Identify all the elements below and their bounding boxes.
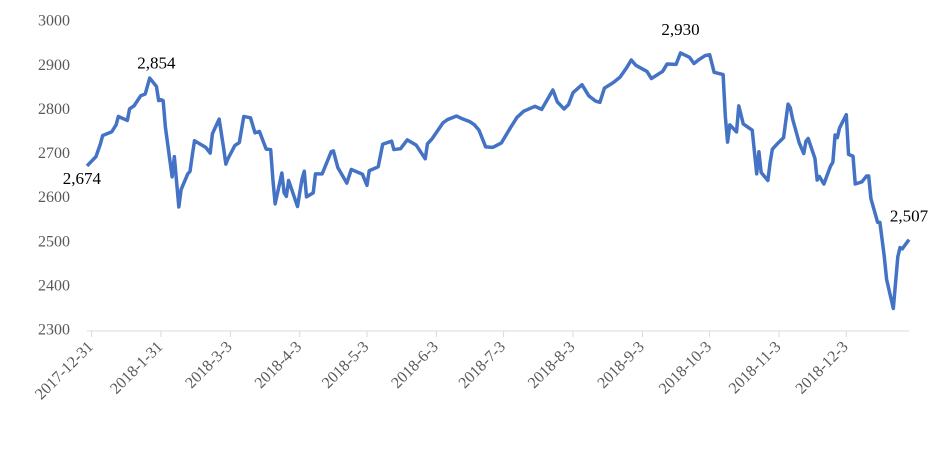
y-tick-label: 2300 (38, 322, 70, 339)
x-tick-label: 2018-4-3 (252, 338, 305, 391)
line (85, 51, 911, 311)
y-tick-label: 2700 (38, 145, 70, 162)
y-tick-label: 3000 (38, 13, 70, 30)
y-tick-label: 2800 (38, 101, 70, 118)
x-tick-label: 2018-6-3 (388, 338, 441, 391)
x-tick-label: 2018-8-3 (525, 338, 578, 391)
x-tick-label: 2018-11-3 (726, 338, 785, 397)
data-label: 2,674 (63, 169, 102, 188)
y-tick-label: 2500 (38, 233, 70, 250)
y-tick-label: 2400 (38, 278, 70, 295)
x-tick-label: 2018-9-3 (594, 338, 647, 391)
x-tick-label: 2018-10-3 (656, 338, 715, 397)
x-tick-label: 2018-1-31 (107, 338, 166, 397)
x-tick-label: 2018-5-3 (319, 338, 372, 391)
x-tick-label: 2018-3-3 (182, 338, 235, 391)
data-label: 2,854 (137, 53, 176, 72)
x-tick-label: 2018-7-3 (456, 338, 509, 391)
x-tick-label: 2018-12-3 (793, 338, 852, 397)
y-tick-label: 2900 (38, 57, 70, 74)
x-tick-label: 2017-12-31 (32, 338, 97, 403)
data-label: 2,507 (890, 207, 929, 226)
y-tick-label: 2600 (38, 189, 70, 206)
data-label: 2,930 (661, 20, 699, 39)
